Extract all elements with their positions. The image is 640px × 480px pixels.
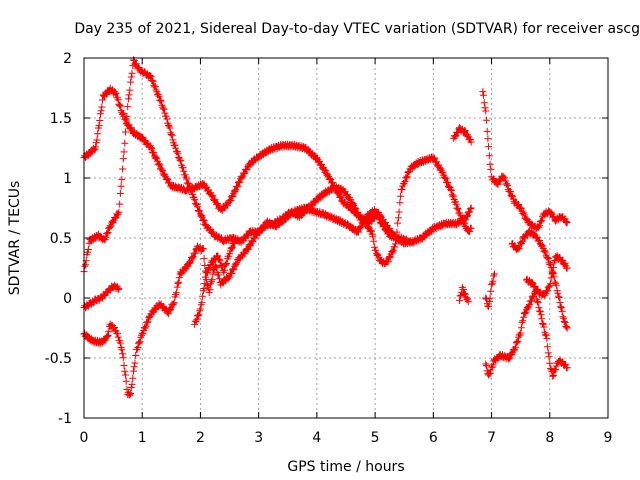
y-tick-label: 1.5 <box>50 111 72 127</box>
series-track-f <box>450 124 475 146</box>
data-point-markers <box>523 252 571 300</box>
series-track-k <box>508 227 571 332</box>
x-tick-label: 0 <box>80 430 89 446</box>
series-track-g <box>456 283 472 306</box>
x-axis-label: GPS time / hours <box>287 459 404 475</box>
data-point-markers <box>482 270 498 311</box>
y-tick-label: -0.5 <box>45 351 72 367</box>
y-axis-label: SDTVAR / TECUs <box>7 181 23 296</box>
data-point-markers <box>479 88 571 233</box>
data-point-markers <box>80 56 411 276</box>
x-tick-label: 4 <box>312 430 321 446</box>
series-track-e <box>191 236 239 328</box>
data-point-markers <box>508 227 571 332</box>
series-track-l <box>523 252 571 300</box>
x-tick-label: 1 <box>138 430 147 446</box>
x-tick-label: 9 <box>604 430 613 446</box>
x-tick-label: 7 <box>487 430 496 446</box>
y-tick-label: 1 <box>63 171 72 187</box>
series-track-b <box>80 182 475 399</box>
y-tick-label: 0.5 <box>50 231 72 247</box>
data-point-markers <box>456 283 472 306</box>
y-tick-label: 2 <box>63 51 72 67</box>
x-tick-label: 5 <box>371 430 380 446</box>
series-track-d <box>80 281 123 312</box>
series-track-j <box>482 270 498 311</box>
series-track-c <box>80 56 411 276</box>
data-point-markers <box>80 182 475 399</box>
grid-layer <box>84 58 608 418</box>
data-point-markers <box>450 124 475 146</box>
data-point-markers <box>80 281 123 312</box>
axis-ticks: 0 1 2 3 4 5 6 7 8 9 -1 -0.5 0 0.5 1 1.5 2 <box>45 51 613 446</box>
data-point-markers <box>191 236 239 328</box>
x-tick-label: 6 <box>429 430 438 446</box>
data-point-markers <box>482 288 571 380</box>
data-points <box>80 56 571 399</box>
series-track-h <box>479 88 571 233</box>
x-tick-label: 3 <box>254 430 263 446</box>
chart-title: Day 235 of 2021, Sidereal Day-to-day VTE… <box>74 21 640 37</box>
y-tick-label: 0 <box>63 291 72 307</box>
x-tick-label: 2 <box>196 430 205 446</box>
series-track-i <box>482 288 571 380</box>
x-tick-label: 8 <box>545 430 554 446</box>
y-tick-label: -1 <box>58 411 72 427</box>
